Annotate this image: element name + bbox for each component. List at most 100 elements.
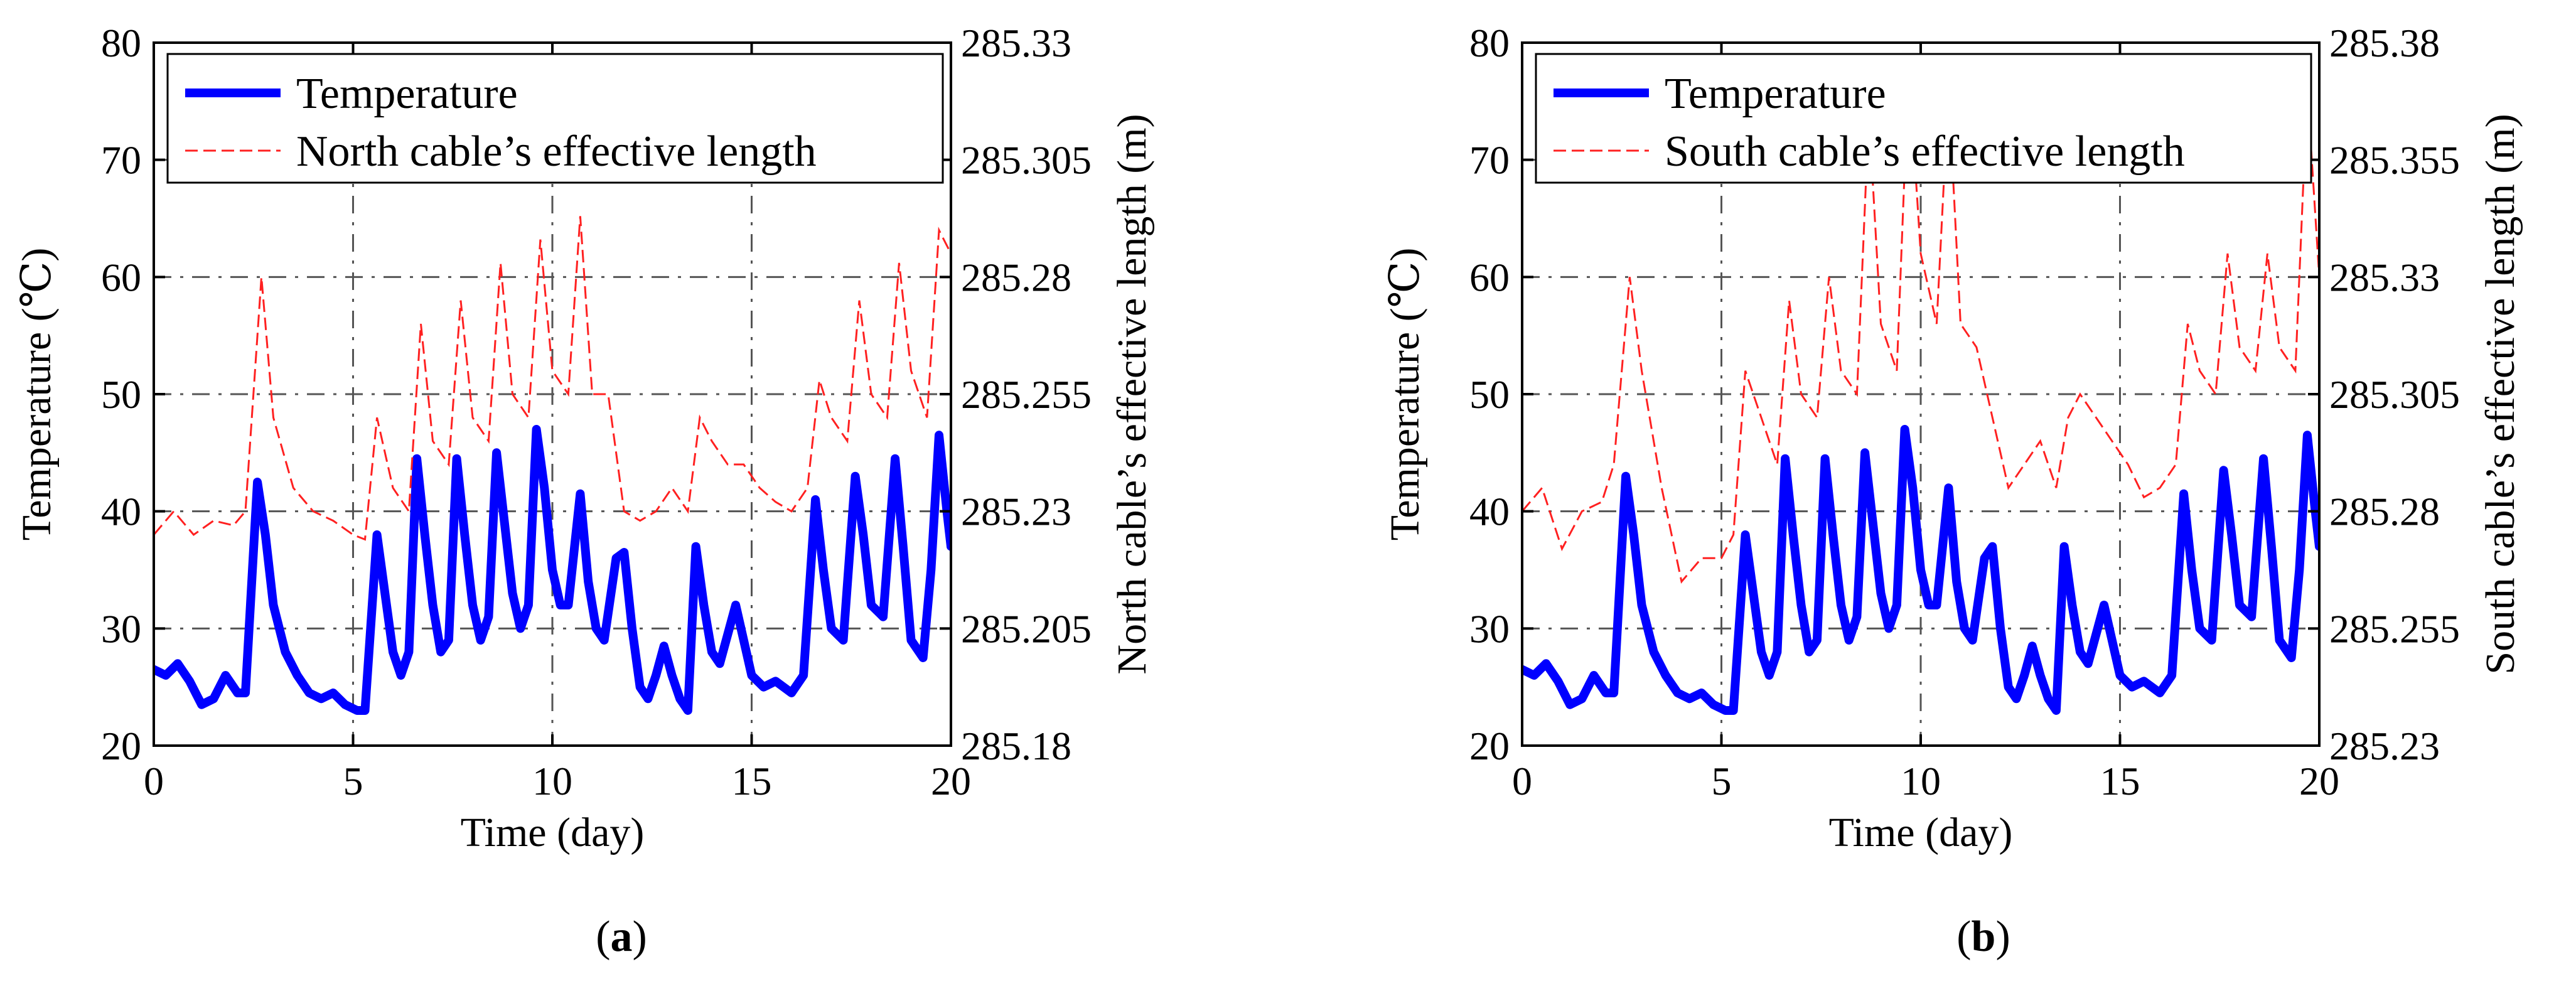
- data-point: [2214, 394, 2216, 395]
- data-point: [791, 510, 793, 512]
- data-point: [432, 604, 434, 606]
- data-point: [2175, 464, 2177, 466]
- y-left-tick-label: 70: [101, 138, 141, 183]
- data-point: [1904, 429, 1906, 431]
- data-point: [539, 239, 541, 240]
- legend-label: Temperature: [1665, 70, 1886, 118]
- data-point: [2039, 675, 2041, 677]
- data-point: [2039, 440, 2041, 442]
- caption-open-paren: (: [596, 913, 610, 961]
- data-point: [1569, 704, 1571, 705]
- data-point: [1840, 370, 1842, 372]
- data-point: [364, 710, 366, 712]
- data-point: [671, 487, 673, 489]
- data-point: [2087, 663, 2089, 665]
- data-point: [1948, 487, 1950, 489]
- data-point: [588, 581, 589, 582]
- data-point: [512, 592, 513, 594]
- data-point: [245, 692, 247, 694]
- data-point: [1816, 417, 1818, 419]
- data-point: [213, 520, 215, 522]
- data-point: [1776, 651, 1778, 653]
- y-left-tick-label: 30: [101, 606, 141, 651]
- data-point: [1864, 452, 1866, 454]
- legend-label: Temperature: [296, 70, 518, 118]
- data-point: [1688, 698, 1690, 700]
- data-point: [193, 534, 195, 536]
- y-right-tick-label: 285.33: [2329, 255, 2440, 299]
- data-point: [803, 675, 805, 677]
- data-point: [2127, 464, 2129, 466]
- data-point: [1677, 692, 1678, 694]
- data-point: [743, 640, 744, 641]
- data-point: [763, 686, 765, 688]
- y-left-tick-label: 60: [1469, 255, 1510, 299]
- panel-caption: (b): [1956, 913, 2010, 961]
- data-point: [344, 704, 346, 705]
- data-point: [2131, 686, 2133, 688]
- data-point: [1601, 501, 1603, 503]
- data-point: [544, 487, 545, 489]
- y-right-tick-label: 285.33: [961, 21, 1071, 65]
- data-point: [1888, 628, 1890, 630]
- data-point: [1896, 604, 1897, 606]
- y-left-tick-label: 30: [1469, 606, 1510, 651]
- data-point: [356, 710, 358, 712]
- series-line: [154, 216, 951, 541]
- x-tick-label: 20: [931, 759, 971, 803]
- data-point: [830, 628, 832, 630]
- data-point: [818, 379, 820, 381]
- data-point: [623, 510, 625, 512]
- data-point: [1700, 692, 1702, 694]
- data-point: [1629, 276, 1631, 278]
- data-point: [245, 510, 247, 512]
- data-point: [400, 675, 402, 677]
- data-point: [1761, 651, 1763, 653]
- data-point: [503, 522, 505, 524]
- panel-caption: (a): [596, 913, 647, 961]
- data-point: [1641, 370, 1643, 372]
- y-right-tick-label: 285.305: [961, 138, 1092, 183]
- data-point: [260, 276, 262, 278]
- data-point: [1541, 487, 1543, 489]
- data-point: [284, 651, 286, 653]
- data-point: [520, 628, 522, 630]
- data-point: [1712, 704, 1714, 705]
- data-point: [655, 510, 657, 512]
- data-point: [420, 323, 422, 325]
- y-left-tick-label: 20: [101, 724, 141, 768]
- data-point: [1720, 557, 1722, 559]
- legend: Temperature North cable’s effective lengt…: [166, 53, 944, 184]
- data-point: [1761, 417, 1763, 419]
- data-point: [2255, 370, 2257, 372]
- data-point: [2187, 323, 2189, 325]
- data-point: [464, 534, 466, 536]
- y-left-tick-label: 80: [1469, 21, 1510, 65]
- x-tick-label: 5: [343, 759, 363, 803]
- y-left-tick-label: 60: [101, 255, 141, 299]
- data-point: [1928, 604, 1929, 606]
- data-point: [703, 604, 705, 606]
- data-point: [1816, 640, 1818, 641]
- data-point: [448, 640, 449, 641]
- data-point: [2080, 651, 2081, 653]
- data-point: [2067, 417, 2069, 419]
- data-point: [1641, 604, 1643, 606]
- data-point: [1936, 604, 1938, 606]
- data-point: [663, 645, 665, 647]
- data-point: [1776, 464, 1778, 466]
- data-point: [2143, 496, 2145, 498]
- y-left-tick-label: 40: [1469, 490, 1510, 534]
- data-point: [2251, 616, 2253, 618]
- data-point: [480, 640, 481, 641]
- data-point: [201, 704, 203, 705]
- data-point: [308, 692, 310, 694]
- data-point: [1800, 394, 1802, 395]
- data-point: [1557, 680, 1559, 682]
- data-point: [775, 680, 776, 682]
- data-point: [552, 569, 554, 571]
- data-point: [392, 651, 394, 653]
- data-point: [1593, 675, 1595, 677]
- x-tick-label: 5: [1712, 759, 1732, 803]
